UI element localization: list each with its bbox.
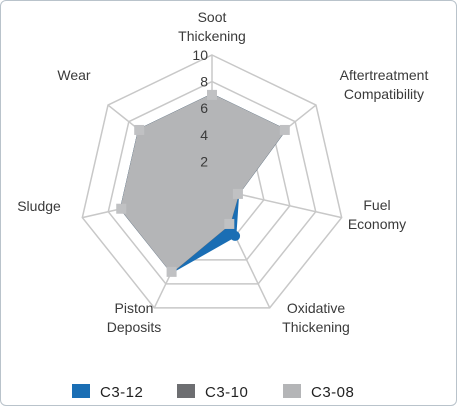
tick-label-6: 6 [200,100,208,116]
radar-series [116,89,290,277]
tick-label-10: 10 [192,47,208,63]
axis-label-0: Soot Thickening [178,9,246,44]
legend-label-c3-08: C3-08 [311,384,354,401]
point-c3-12-3 [230,230,241,241]
legend-swatch-c3-10 [177,384,195,398]
axis-label-6: Wear [57,67,91,83]
radar-axis-labels: Soot Thickening Aftertreatment Compatibilit… [17,9,428,335]
tick-label-4: 4 [200,127,208,143]
axis-label-3: Oxidative Thickening [282,300,350,335]
legend-label-c3-12: C3-12 [100,384,143,401]
legend-swatch-c3-08 [283,384,301,398]
point-c3-08-3 [224,218,235,229]
axis-label-4: Piston Deposits [107,300,161,335]
point-c3-08-6 [134,124,145,135]
radar-tick-labels: 2 4 6 8 10 [192,47,208,169]
point-c3-08-1 [279,124,290,135]
axis-label-2: Fuel Economy [348,197,406,232]
grid-ring-10 [81,54,343,309]
tick-label-2: 2 [200,153,208,169]
tick-label-8: 8 [200,74,208,90]
point-c3-08-2 [232,188,243,199]
point-c3-08-5 [116,203,127,214]
point-c3-08-4 [166,266,177,277]
legend-label-c3-10: C3-10 [205,384,248,401]
legend: C3-12 C3-10 C3-08 [72,384,354,401]
axis-label-5: Sludge [17,198,61,214]
axis-label-1: Aftertreatment Compatibility [340,67,429,102]
legend-swatch-c3-12 [72,384,90,398]
grid-ring-8 [107,80,317,285]
series-area-c3-08 [120,93,286,273]
point-c3-08-0 [207,89,217,100]
